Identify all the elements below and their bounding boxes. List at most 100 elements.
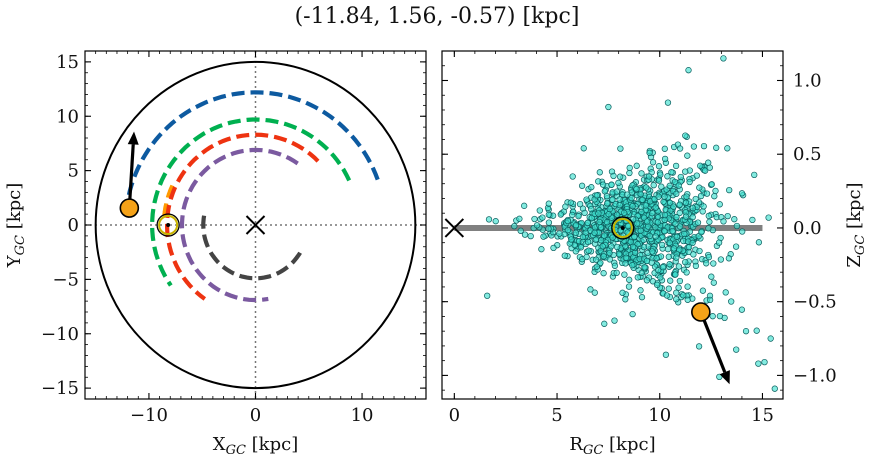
star-point — [633, 162, 640, 169]
star-point — [666, 182, 673, 189]
star-point — [545, 211, 552, 218]
star-point — [677, 173, 684, 181]
star-point — [561, 252, 568, 259]
right-galactic-center-marker — [444, 218, 465, 238]
star-point — [609, 234, 616, 241]
x-tick-label: 0 — [449, 405, 460, 426]
center-marker-stroke — [245, 215, 266, 235]
star-point — [615, 250, 623, 258]
star-point — [661, 193, 668, 200]
star-point — [701, 167, 709, 174]
star-point — [484, 292, 491, 299]
star-point — [591, 289, 598, 296]
star-point — [567, 199, 574, 206]
star-point — [652, 204, 659, 211]
star-point — [710, 279, 717, 286]
star-point — [608, 181, 615, 188]
star-point — [591, 229, 598, 236]
star-point — [557, 211, 564, 218]
star-point — [601, 320, 608, 327]
star-point — [619, 289, 626, 296]
star-point — [638, 170, 645, 177]
star-point — [606, 249, 613, 257]
star-point — [637, 287, 644, 294]
star-point — [663, 292, 671, 299]
star-point — [569, 211, 576, 219]
star-point — [627, 238, 634, 246]
star-point — [692, 195, 699, 203]
star-point — [767, 335, 774, 342]
x-tick-label: 5 — [551, 405, 562, 426]
star-point — [664, 173, 671, 180]
star-point — [716, 312, 724, 320]
star-point — [637, 190, 644, 198]
star-point — [585, 247, 592, 254]
star-point — [657, 274, 664, 281]
star-point — [683, 269, 690, 276]
star-point — [661, 155, 669, 163]
star-point — [655, 177, 663, 184]
star-point — [615, 179, 622, 187]
star-point — [712, 187, 719, 195]
star-point — [640, 243, 648, 251]
right-y-axis-label: ZGC [kpc] — [844, 182, 868, 267]
star-point — [644, 223, 652, 230]
star-point — [600, 253, 607, 260]
star-point — [653, 281, 661, 288]
star-point — [611, 317, 618, 324]
y-tick-label: −0.5 — [793, 292, 837, 313]
star-point — [689, 204, 697, 212]
star-point — [643, 277, 651, 284]
star-point — [689, 239, 696, 247]
star-point — [608, 243, 615, 250]
star-point — [680, 292, 687, 299]
star-point — [649, 210, 656, 217]
star-point — [720, 218, 727, 225]
right-x-axis-label: RGC [kpc] — [569, 434, 655, 458]
spiral-arm-1 — [149, 117, 352, 287]
star-point — [693, 172, 700, 179]
star-point — [642, 202, 649, 209]
star-point — [665, 253, 672, 260]
star-point — [556, 230, 563, 237]
star-point — [609, 196, 616, 203]
star-point — [654, 219, 662, 226]
star-point — [601, 232, 608, 239]
star-scatter — [484, 55, 778, 392]
star-point — [592, 256, 600, 263]
y-tick-label: 0 — [68, 215, 79, 236]
star-point — [643, 184, 650, 191]
star-point — [722, 289, 729, 296]
star-point — [696, 184, 703, 191]
star-point — [613, 188, 620, 195]
star-point — [485, 216, 493, 223]
star-point — [673, 190, 680, 197]
right-object-marker — [691, 302, 711, 322]
star-point — [699, 287, 707, 294]
star-point — [569, 173, 576, 180]
star-point — [517, 227, 524, 234]
y-tick-label: 1.0 — [793, 70, 822, 91]
star-point — [676, 209, 683, 217]
star-point — [715, 239, 723, 246]
star-point — [576, 200, 584, 208]
star-point — [634, 220, 641, 227]
star-point — [753, 327, 760, 334]
star-point — [583, 253, 590, 261]
star-point — [676, 277, 684, 285]
left-velocity-arrow — [127, 131, 139, 209]
star-point — [652, 233, 659, 240]
star-point — [599, 181, 607, 188]
star-point — [695, 343, 703, 350]
star-point — [675, 263, 683, 270]
star-point — [588, 214, 595, 222]
star-point — [684, 152, 691, 159]
star-point — [771, 385, 778, 392]
spiral-arm-0 — [125, 90, 380, 203]
star-point — [593, 192, 601, 199]
star-point — [564, 217, 571, 225]
star-point — [536, 207, 543, 214]
star-point — [625, 283, 633, 290]
star-point — [634, 274, 641, 281]
star-point — [596, 218, 603, 226]
